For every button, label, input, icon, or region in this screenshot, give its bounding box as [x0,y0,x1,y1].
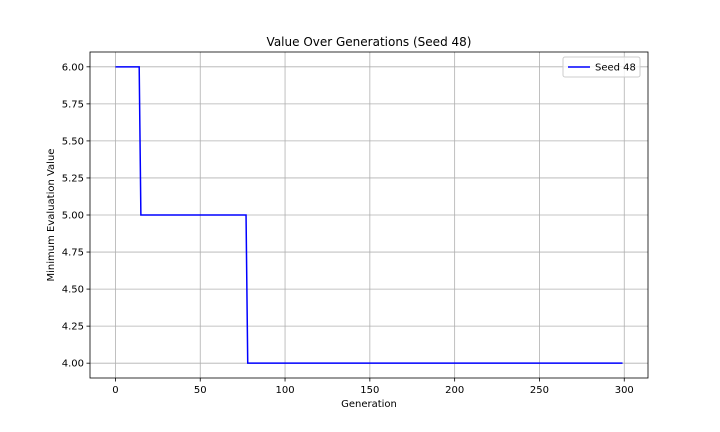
y-axis-title: Minimum Evaluation Value [46,149,57,282]
x-tick-label: 50 [194,385,207,396]
y-tick-label: 5.50 [62,136,84,147]
y-tick-label: 4.25 [62,322,84,333]
x-tick-label: 250 [530,385,549,396]
x-axis-title: Generation [341,399,397,410]
x-tick-label: 200 [445,385,464,396]
y-tick-label: 4.75 [62,248,84,259]
x-tick-label: 100 [275,385,294,396]
y-tick-label: 5.00 [62,211,84,222]
y-tick-label: 4.00 [62,359,84,370]
y-tick-label: 5.75 [62,99,84,110]
legend: Seed 48 [562,56,641,78]
legend-box [562,56,641,78]
y-tick-label: 4.50 [62,285,84,296]
chart-title: Value Over Generations (Seed 48) [267,35,472,49]
y-tick-label: 5.25 [62,173,84,184]
x-tick-label: 300 [615,385,634,396]
ticks: 0 50 100 150 200 250 300 4.00 4.25 4.50 4.75 5.00 5.… [62,62,634,396]
grid [90,52,648,378]
series-layer [115,66,623,364]
x-tick-label: 0 [112,385,118,396]
series-line-seed-48 [115,66,623,364]
legend-label-seed-48: Seed 48 [595,63,636,74]
y-tick-label: 6.00 [62,62,84,73]
x-tick-label: 150 [360,385,379,396]
